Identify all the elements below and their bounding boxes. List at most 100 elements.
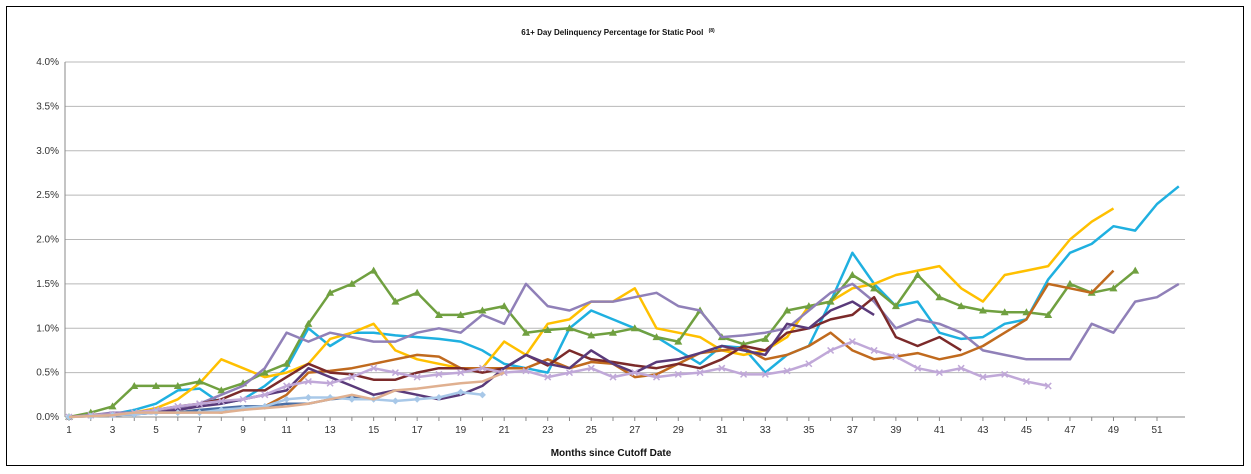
series-line <box>68 185 1180 419</box>
x-tick-label: 41 <box>934 425 946 436</box>
data-point <box>827 346 835 354</box>
data-point <box>239 395 247 403</box>
chart-frame: 61+ Day Delinquency Percentage for Stati… <box>6 6 1244 466</box>
series-10 <box>65 388 486 421</box>
data-point <box>348 395 356 403</box>
data-point <box>434 310 443 318</box>
data-point <box>544 373 552 381</box>
data-point <box>652 333 661 341</box>
data-point <box>217 386 226 394</box>
data-point <box>740 370 748 378</box>
x-tick-label: 51 <box>1151 425 1163 436</box>
data-point <box>718 364 726 372</box>
chart-title-note: (8) <box>709 28 715 34</box>
data-point <box>304 393 312 401</box>
data-point <box>413 288 422 296</box>
data-point <box>892 353 900 361</box>
data-point <box>761 334 770 342</box>
series-1 <box>68 185 1180 419</box>
data-point <box>348 373 356 381</box>
data-point <box>935 293 944 301</box>
data-point <box>478 364 486 372</box>
series-11 <box>68 371 505 419</box>
series-5 <box>68 269 1115 419</box>
data-point <box>979 373 987 381</box>
data-point <box>1109 284 1118 292</box>
x-tick-label: 27 <box>629 425 641 436</box>
y-tick-label: 0.5% <box>36 368 59 379</box>
gridlines <box>65 61 1185 374</box>
x-tick-label: 1 <box>66 425 72 436</box>
data-point <box>370 364 378 372</box>
data-point <box>674 337 683 345</box>
data-point <box>870 284 879 292</box>
data-point <box>457 388 465 396</box>
chart-title-text: 61+ Day Delinquency Percentage for Stati… <box>521 28 703 37</box>
x-tick-label: 5 <box>153 425 159 436</box>
data-point <box>282 359 291 367</box>
data-point <box>196 400 204 408</box>
data-point <box>260 368 269 376</box>
data-point <box>130 381 139 389</box>
data-point <box>413 373 421 381</box>
data-point <box>304 319 313 327</box>
data-point <box>761 370 769 378</box>
data-point <box>1065 279 1074 287</box>
data-point <box>174 402 182 410</box>
y-tick-label: 0.0% <box>36 412 59 423</box>
data-point <box>914 364 922 372</box>
data-point <box>283 382 291 390</box>
data-point <box>500 302 509 310</box>
x-tick-label: 37 <box>847 425 859 436</box>
y-tick-label: 3.0% <box>36 146 59 157</box>
x-tick-label: 11 <box>281 425 292 436</box>
series-line <box>68 269 1115 419</box>
data-point <box>783 306 792 314</box>
chart-canvas: 61+ Day Delinquency Percentage for Stati… <box>36 28 1185 459</box>
data-point <box>261 391 269 399</box>
data-point <box>391 369 399 377</box>
y-tick-label: 2.0% <box>36 235 59 246</box>
x-tick-label: 49 <box>1108 425 1120 436</box>
data-point <box>587 364 595 372</box>
data-point <box>805 360 813 368</box>
data-point <box>891 302 900 310</box>
data-point <box>565 324 574 332</box>
data-point <box>1022 377 1030 386</box>
x-tick-label: 21 <box>499 425 511 436</box>
series-6 <box>68 295 962 419</box>
data-point <box>630 324 639 332</box>
axes <box>64 62 1185 421</box>
y-tick-label: 4.0% <box>36 57 59 68</box>
x-tick-label: 7 <box>197 425 203 436</box>
x-tick-label: 3 <box>110 425 116 436</box>
y-tick-label: 2.5% <box>36 190 59 201</box>
y-tick-label: 1.0% <box>36 323 59 334</box>
x-axis-label: Months since Cutoff Date <box>551 448 672 459</box>
data-point <box>369 266 378 274</box>
x-tick-label: 31 <box>716 425 728 436</box>
data-point <box>195 377 204 385</box>
data-point <box>696 369 704 377</box>
data-point <box>522 367 530 375</box>
data-point <box>1022 308 1031 316</box>
data-point <box>391 397 399 405</box>
data-point <box>326 379 334 387</box>
x-tick-label: 35 <box>803 425 815 436</box>
data-point <box>391 297 400 305</box>
data-point <box>543 326 552 334</box>
data-point <box>326 288 335 296</box>
data-point <box>457 369 465 377</box>
data-point <box>217 397 225 405</box>
data-point <box>1001 370 1009 378</box>
series-8 <box>65 338 1052 421</box>
data-point <box>957 302 966 310</box>
data-point <box>783 367 791 375</box>
x-tick-label: 45 <box>1021 425 1033 436</box>
data-point <box>521 328 530 336</box>
data-point <box>108 402 117 410</box>
chart-title: 61+ Day Delinquency Percentage for Stati… <box>521 28 715 37</box>
data-point <box>1044 382 1052 390</box>
data-point <box>413 395 421 403</box>
y-tick-labels: 0.0% 0.5% 1.0% 1.5% 2.0% 2.5% 3.0% 3.5% 4.0% <box>36 57 59 423</box>
